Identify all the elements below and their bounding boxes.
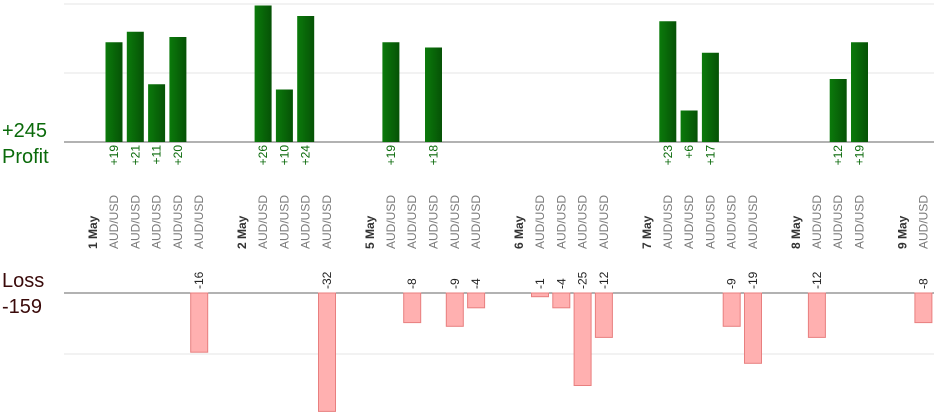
loss-value-label: -12 (810, 271, 824, 289)
loss-label: Loss (2, 270, 44, 292)
loss-bar (190, 292, 209, 353)
loss-value-label: -9 (725, 278, 739, 289)
loss-value-label: -16 (192, 271, 206, 289)
loss-total: -159 (2, 296, 42, 318)
date-label: 5 May (363, 215, 377, 249)
profit-bar (382, 42, 400, 142)
loss-bar (552, 292, 571, 309)
profit-value-label: +21 (128, 145, 142, 166)
profit-value-label: +17 (703, 145, 717, 166)
profit-bar (829, 79, 847, 142)
pair-label: AUD/USD (427, 195, 441, 249)
profit-bar (126, 31, 144, 142)
pair-label: AUD/USD (533, 195, 547, 249)
loss-value-label: -19 (746, 271, 760, 289)
loss-bar (318, 292, 336, 412)
loss-value-label: -9 (448, 278, 462, 289)
profit-bar (254, 5, 272, 142)
loss-value-label: -4 (554, 278, 568, 289)
profit-value-label: +10 (277, 145, 291, 166)
profit-bar (297, 16, 315, 142)
profit-label: Profit (2, 146, 49, 168)
pair-label: AUD/USD (384, 195, 398, 249)
loss-value-label: -32 (320, 271, 334, 289)
pair-label: AUD/USD (448, 195, 462, 249)
profit-value-label: +20 (171, 145, 185, 166)
profit-value-label: +18 (427, 145, 441, 166)
pair-label: AUD/USD (916, 195, 930, 249)
pair-label: AUD/USD (682, 195, 696, 249)
date-label: 8 May (789, 215, 803, 249)
pair-label: AUD/USD (576, 195, 590, 249)
pair-label: AUD/USD (277, 195, 291, 249)
pair-label: AUD/USD (831, 195, 845, 249)
loss-bar (807, 292, 826, 338)
labels: AUD/USD 1 May +19 AUD/USD +21 AUD/USD +11 AUD/U… (86, 145, 930, 289)
profit-value-label: +19 (107, 145, 121, 166)
date-label: 9 May (895, 215, 909, 249)
loss-value-label: -12 (597, 271, 611, 289)
profit-bar (169, 37, 187, 142)
loss-bar (403, 292, 422, 324)
date-label: 2 May (235, 215, 249, 249)
loss-bar (914, 292, 933, 324)
loss-bar (573, 292, 592, 386)
pair-label: AUD/USD (405, 195, 419, 249)
profit-value-label: +12 (831, 145, 845, 166)
profit-value-label: +24 (299, 145, 313, 166)
profit-value-label: +26 (256, 145, 270, 166)
pair-label: AUD/USD (703, 195, 717, 249)
loss-panel: Loss -159 (2, 270, 934, 355)
loss-bar (744, 292, 762, 364)
profit-total: +245 (2, 120, 47, 142)
pair-label: AUD/USD (150, 195, 164, 249)
profit-value-label: +11 (150, 145, 164, 165)
pair-label: AUD/USD (554, 195, 568, 249)
pair-label: AUD/USD (725, 195, 739, 249)
profit-value-label: +19 (384, 145, 398, 166)
profit-panel: +245 Profit (2, 3, 934, 168)
profit-bar (105, 42, 123, 142)
profit-value-label: +6 (682, 145, 696, 159)
pair-label: AUD/USD (320, 195, 334, 249)
bars (105, 5, 933, 412)
profit-bar (701, 52, 719, 142)
profit-value-label: +23 (661, 145, 675, 166)
pair-label: AUD/USD (171, 195, 185, 249)
profit-value-label: +19 (853, 145, 867, 166)
profit-bar (148, 84, 166, 142)
loss-value-label: -4 (469, 278, 483, 289)
loss-bar (531, 292, 549, 298)
pair-label: AUD/USD (107, 195, 121, 249)
date-label: 1 May (86, 215, 100, 249)
profit-bar (425, 47, 442, 142)
profit-bar (680, 110, 698, 142)
pair-label: AUD/USD (192, 195, 206, 249)
loss-bar (445, 292, 464, 327)
loss-value-label: -8 (405, 278, 419, 289)
profit-bar (659, 21, 677, 142)
date-label: 7 May (640, 215, 654, 249)
loss-value-label: -25 (576, 271, 590, 289)
loss-value-label: -1 (533, 278, 547, 289)
pair-label: AUD/USD (128, 195, 142, 249)
loss-bar (594, 292, 613, 338)
profit-bar (851, 42, 868, 142)
pair-label: AUD/USD (810, 195, 824, 249)
pair-label: AUD/USD (746, 195, 760, 249)
date-label: 6 May (512, 215, 526, 249)
pair-label: AUD/USD (256, 195, 270, 249)
pair-label: AUD/USD (299, 195, 313, 249)
loss-bar (467, 292, 486, 309)
profit-bar (275, 89, 293, 142)
pair-label: AUD/USD (661, 195, 675, 249)
pair-label: AUD/USD (597, 195, 611, 249)
loss-bar (722, 292, 741, 327)
pair-label: AUD/USD (853, 195, 867, 249)
loss-value-label: -8 (916, 278, 930, 289)
pair-label: AUD/USD (469, 195, 483, 249)
